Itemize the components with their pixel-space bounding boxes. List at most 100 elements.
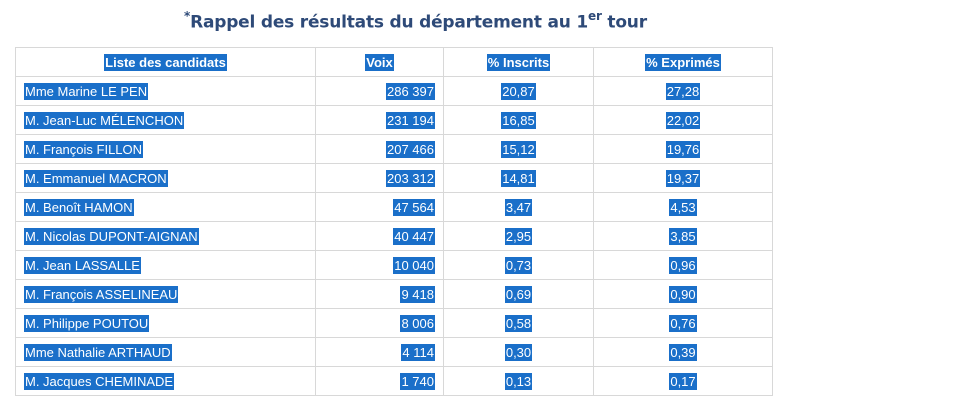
cell-inscrits: 3,47 <box>444 193 594 222</box>
cell-candidat-value: M. Jean-Luc MÉLENCHON <box>24 111 185 129</box>
cell-exprimes: 4,53 <box>594 193 773 222</box>
cell-candidat: M. Benoît HAMON <box>15 193 316 222</box>
table-row: M. Nicolas DUPONT-AIGNAN 40 447 2,95 3,85 <box>15 222 773 251</box>
cell-inscrits-value: 15,12 <box>501 140 536 158</box>
cell-candidat-value: M. Jacques CHEMINADE <box>24 372 175 390</box>
cell-voix: 8 006 <box>316 309 444 338</box>
cell-voix-value: 203 312 <box>386 169 435 187</box>
cell-candidat: M. Jean-Luc MÉLENCHON <box>15 106 316 135</box>
cell-exprimes: 22,02 <box>594 106 773 135</box>
title-main: Rappel des résultats du département au 1 <box>190 12 588 33</box>
cell-voix-value: 47 564 <box>393 198 435 216</box>
cell-exprimes-value: 0,39 <box>669 343 697 361</box>
cell-inscrits: 14,81 <box>444 164 594 193</box>
cell-exprimes-value: 0,90 <box>669 285 697 303</box>
table-header-row: Liste des candidats Voix % Inscrits % Ex… <box>15 47 773 77</box>
cell-candidat-value: M. François FILLON <box>24 140 144 158</box>
cell-candidat-value: Mme Nathalie ARTHAUD <box>24 343 172 361</box>
cell-voix-value: 286 397 <box>386 82 435 100</box>
cell-candidat-value: M. François ASSELINEAU <box>24 285 179 303</box>
cell-inscrits-value: 2,95 <box>504 227 533 245</box>
cell-candidat-value: Mme Marine LE PEN <box>24 82 149 100</box>
cell-inscrits: 0,73 <box>444 251 594 280</box>
cell-voix-value: 10 040 <box>393 256 435 274</box>
cell-voix-value: 207 466 <box>386 140 435 158</box>
cell-candidat: Mme Nathalie ARTHAUD <box>15 338 316 367</box>
header-exprimes: % Exprimés <box>594 47 773 77</box>
title-asterisk: * <box>184 9 191 23</box>
title-suffix: tour <box>601 12 647 33</box>
cell-voix-value: 40 447 <box>393 227 435 245</box>
cell-exprimes-value: 19,76 <box>665 140 701 158</box>
cell-candidat-value: M. Nicolas DUPONT-AIGNAN <box>24 227 199 245</box>
cell-inscrits-value: 0,30 <box>504 343 533 361</box>
cell-inscrits: 0,30 <box>444 338 594 367</box>
results-table: Liste des candidats Voix % Inscrits % Ex… <box>15 47 773 396</box>
cell-exprimes-value: 27,28 <box>665 82 701 100</box>
cell-exprimes-value: 19,37 <box>665 169 701 187</box>
cell-candidat-value: M. Philippe POUTOU <box>24 314 150 332</box>
cell-voix-value: 231 194 <box>386 111 435 129</box>
cell-inscrits-value: 0,13 <box>504 372 533 390</box>
cell-exprimes: 19,37 <box>594 164 773 193</box>
cell-inscrits-value: 0,73 <box>504 256 533 274</box>
table-row: M. Benoît HAMON 47 564 3,47 4,53 <box>15 193 773 222</box>
cell-inscrits-value: 20,87 <box>501 82 536 100</box>
header-inscrits-label: % Inscrits <box>486 53 551 71</box>
cell-exprimes-value: 0,96 <box>669 256 697 274</box>
cell-voix: 207 466 <box>316 135 444 164</box>
cell-exprimes-value: 0,76 <box>669 314 697 332</box>
cell-voix: 4 114 <box>316 338 444 367</box>
table-row: M. François ASSELINEAU 9 418 0,69 0,90 <box>15 280 773 309</box>
cell-candidat: M. François FILLON <box>15 135 316 164</box>
cell-voix-value: 1 740 <box>400 372 435 390</box>
table-row: Mme Marine LE PEN 286 397 20,87 27,28 <box>15 77 773 106</box>
cell-voix: 1 740 <box>316 367 444 396</box>
cell-exprimes: 0,39 <box>594 338 773 367</box>
cell-voix-value: 4 114 <box>401 343 435 361</box>
cell-inscrits-value: 0,58 <box>504 314 533 332</box>
header-voix: Voix <box>316 47 444 77</box>
cell-exprimes: 0,76 <box>594 309 773 338</box>
cell-exprimes: 3,85 <box>594 222 773 251</box>
cell-candidat-value: M. Benoît HAMON <box>24 198 134 216</box>
cell-voix: 10 040 <box>316 251 444 280</box>
table-row: M. Jean LASSALLE 10 040 0,73 0,96 <box>15 251 773 280</box>
cell-inscrits-value: 3,47 <box>504 198 533 216</box>
cell-candidat-value: M. Emmanuel MACRON <box>24 169 168 187</box>
title-superscript: er <box>588 9 602 23</box>
cell-candidat: M. Emmanuel MACRON <box>15 164 316 193</box>
cell-exprimes: 0,17 <box>594 367 773 396</box>
header-inscrits: % Inscrits <box>444 47 594 77</box>
cell-exprimes-value: 0,17 <box>669 372 697 390</box>
header-candidats: Liste des candidats <box>15 47 316 77</box>
cell-voix: 286 397 <box>316 77 444 106</box>
cell-candidat: Mme Marine LE PEN <box>15 77 316 106</box>
table-row: M. François FILLON 207 466 15,12 19,76 <box>15 135 773 164</box>
cell-voix-value: 8 006 <box>400 314 435 332</box>
cell-candidat: M. François ASSELINEAU <box>15 280 316 309</box>
cell-voix: 47 564 <box>316 193 444 222</box>
table-row: M. Philippe POUTOU 8 006 0,58 0,76 <box>15 309 773 338</box>
header-candidats-label: Liste des candidats <box>104 53 227 71</box>
cell-candidat: M. Philippe POUTOU <box>15 309 316 338</box>
cell-inscrits-value: 0,69 <box>504 285 533 303</box>
cell-exprimes: 0,96 <box>594 251 773 280</box>
cell-exprimes: 27,28 <box>594 77 773 106</box>
cell-candidat: M. Jacques CHEMINADE <box>15 367 316 396</box>
cell-voix: 203 312 <box>316 164 444 193</box>
cell-exprimes: 19,76 <box>594 135 773 164</box>
table-row: M. Jacques CHEMINADE 1 740 0,13 0,17 <box>15 367 773 396</box>
header-exprimes-label: % Exprimés <box>645 53 721 71</box>
cell-inscrits: 16,85 <box>444 106 594 135</box>
cell-exprimes-value: 4,53 <box>669 198 697 216</box>
cell-exprimes: 0,90 <box>594 280 773 309</box>
page-title: *Rappel des résultats du département au … <box>184 9 647 33</box>
table-row: Mme Nathalie ARTHAUD 4 114 0,30 0,39 <box>15 338 773 367</box>
header-voix-label: Voix <box>365 53 394 71</box>
cell-inscrits: 0,58 <box>444 309 594 338</box>
cell-exprimes-value: 22,02 <box>665 111 701 129</box>
cell-inscrits-value: 14,81 <box>501 169 536 187</box>
cell-inscrits: 2,95 <box>444 222 594 251</box>
cell-candidat: M. Jean LASSALLE <box>15 251 316 280</box>
